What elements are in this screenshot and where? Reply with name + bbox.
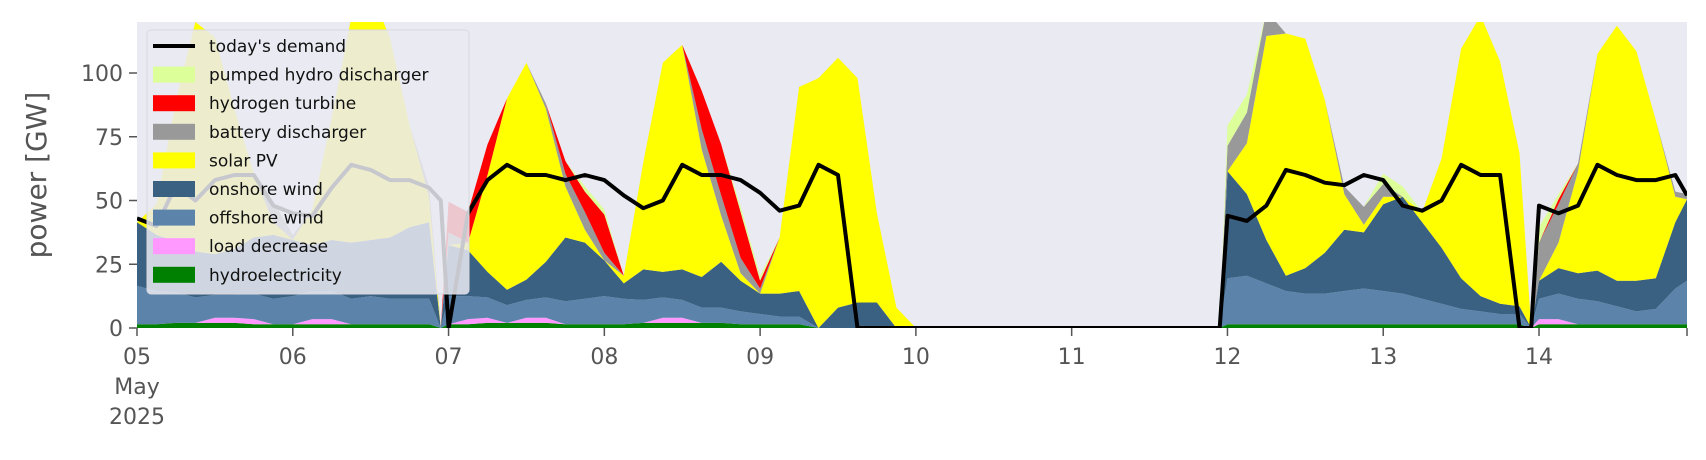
x-tick-label: 13	[1369, 345, 1397, 370]
x-date-label: 2025	[109, 405, 165, 430]
y-tick-label: 50	[95, 190, 123, 215]
x-tick-label: 06	[279, 345, 307, 370]
x-tick-label: 09	[746, 345, 774, 370]
area-hydroelectricity	[137, 322, 1687, 328]
y-tick-label: 0	[109, 317, 123, 342]
area-layers	[137, 22, 1687, 328]
legend-swatch-offshore-wind	[153, 209, 195, 226]
legend-label-onshore-wind: onshore wind	[209, 180, 323, 200]
x-tick-label: 14	[1525, 345, 1553, 370]
x-tick-label: 08	[590, 345, 618, 370]
x-tick-label: 11	[1058, 345, 1086, 370]
legend-swatch-hydroelectricity	[153, 266, 195, 283]
legend-label-hydrogen-turbine: hydrogen turbine	[209, 94, 356, 114]
area-onshore-wind	[137, 171, 1687, 328]
legend-label-solar-pv: solar PV	[209, 151, 278, 171]
legend-label-battery-discharger: battery discharger	[209, 123, 366, 143]
legend-label-offshore-wind: offshore wind	[209, 209, 324, 229]
area-solar-pv	[137, 22, 1687, 328]
legend-swatch-pumped-hydro-discharger	[153, 66, 195, 83]
x-date-label: May	[114, 375, 159, 400]
legend-label-today-s-demand: today's demand	[209, 37, 346, 57]
x-tick-label: 05	[123, 345, 151, 370]
legend-swatch-onshore-wind	[153, 181, 195, 197]
legend-box	[146, 29, 470, 295]
y-tick-label: 75	[95, 126, 123, 151]
x-tick-label: 10	[902, 345, 930, 370]
legend: today's demand pumped hydro discharger hyd…	[146, 29, 470, 295]
area-load-decrease	[137, 317, 1687, 328]
y-axis-title: power [GW]	[20, 92, 53, 259]
legend-swatch-load-decrease	[153, 238, 195, 255]
area-offshore-wind	[137, 275, 1687, 328]
y-tick-label: 25	[95, 253, 123, 278]
legend-label-load-decrease: load decrease	[209, 237, 328, 257]
legend-swatch-battery-discharger	[153, 123, 195, 140]
x-tick-label: 12	[1213, 345, 1241, 370]
legend-swatch-hydrogen-turbine	[153, 95, 195, 112]
legend-label-hydroelectricity: hydroelectricity	[209, 266, 342, 286]
x-tick-label: 07	[435, 345, 463, 370]
axes: 0 25 50 75 100 05 06 07 08 09 10 11 12 13 14 May 2025	[81, 62, 1688, 430]
legend-swatch-solar-pv	[153, 152, 195, 169]
y-tick-label: 100	[81, 62, 123, 87]
legend-label-pumped-hydro-discharger: pumped hydro discharger	[209, 66, 428, 86]
